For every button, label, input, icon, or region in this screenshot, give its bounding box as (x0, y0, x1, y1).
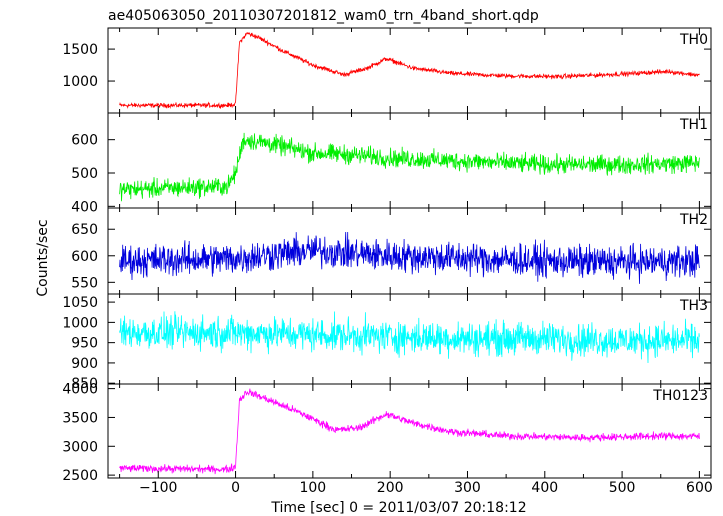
x-tick-label: 600 (686, 480, 713, 496)
x-tick-label: 100 (299, 480, 326, 496)
y-tick-label: 1050 (62, 295, 98, 311)
y-tick-label: 1000 (62, 315, 98, 331)
panel-th3: 850 900 950 1000 1050 TH3 (62, 293, 712, 392)
panel-th1: 400 500 600 TH1 (71, 112, 712, 215)
panel-th0123: 2500 3000 3500 4000 TH0123 (62, 382, 712, 484)
panel-label-th1: TH1 (679, 117, 708, 133)
y-tick-label: 2500 (62, 468, 98, 484)
y-tick-label: 550 (71, 275, 98, 291)
y-tick-label: 1000 (62, 74, 98, 90)
panel-label-th0123: TH0123 (652, 388, 708, 404)
y-tick-label: 850 (71, 376, 98, 392)
x-tick-label: 300 (454, 480, 481, 496)
y-tick-label: 3500 (62, 410, 98, 426)
y-tick-label: 900 (71, 356, 98, 372)
panel-frame (107, 383, 712, 479)
y-tick-label: 400 (71, 199, 98, 215)
panel-label-th0: TH0 (679, 32, 708, 48)
panel-label-th2: TH2 (679, 212, 708, 228)
x-axis-label: Time [sec] 0 = 2011/03/07 20:18:12 (270, 500, 526, 516)
y-tick-label: 1500 (62, 42, 98, 58)
x-tick-label: 200 (377, 480, 404, 496)
y-axis-label: Counts/sec (35, 219, 51, 296)
series-line-th0 (119, 31, 700, 109)
x-tick-label: 400 (531, 480, 558, 496)
panels-layer: 10001500TH0400500600TH1550600650TH285090… (62, 27, 713, 496)
panel-frame (107, 27, 712, 114)
x-tick-label: −100 (139, 480, 177, 496)
series-line-th0123 (119, 388, 700, 475)
x-tick-label: 0 (231, 480, 240, 496)
x-tick-label: 500 (609, 480, 636, 496)
series-line-th3 (119, 311, 700, 364)
y-tick-label: 950 (71, 336, 98, 352)
panel-frame (107, 112, 712, 209)
panel-th0: 1000 1500 TH0 (62, 27, 712, 114)
series-line-th2 (119, 231, 700, 284)
panel-label-th3: TH3 (679, 298, 708, 314)
y-tick-label: 4000 (62, 382, 98, 398)
chart-title: ae405063050_20110307201812_wam0_trn_4ban… (108, 8, 539, 24)
y-tick-label: 600 (71, 133, 98, 149)
y-tick-label: 600 (71, 249, 98, 265)
panel-th2: 550 600 650 TH2 (71, 207, 712, 295)
series-line-th1 (119, 132, 700, 202)
y-tick-label: 3000 (62, 439, 98, 455)
y-tick-label: 500 (71, 166, 98, 182)
y-tick-label: 650 (71, 222, 98, 238)
